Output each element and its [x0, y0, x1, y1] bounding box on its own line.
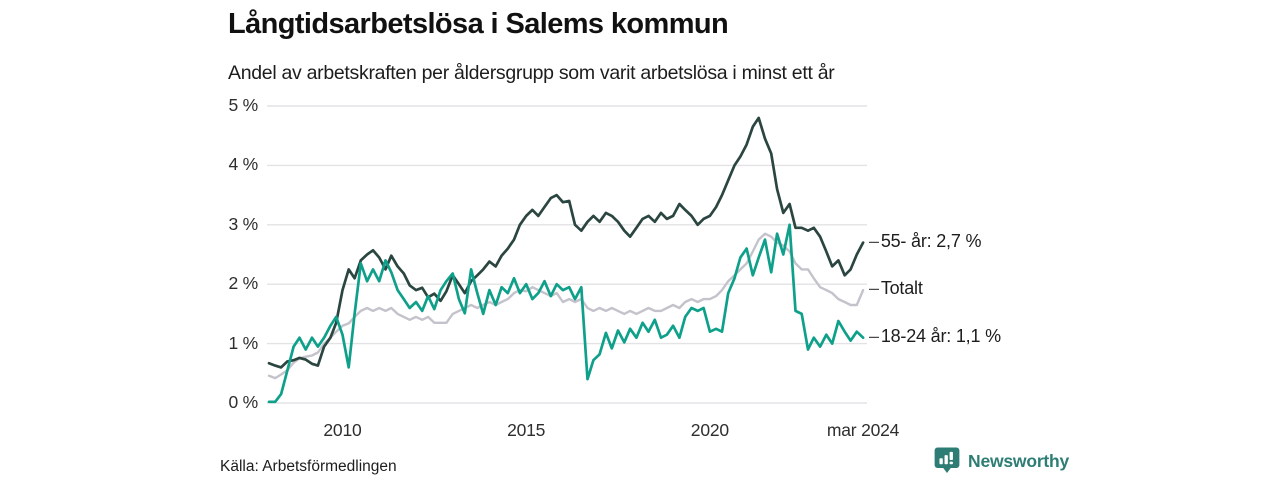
- y-tick-label-3: 3 %: [228, 213, 258, 234]
- series-end-label-55-r: –55- år: 2,7 %: [869, 231, 981, 252]
- end-label-text: 18-24 år: 1,1 %: [880, 325, 1001, 346]
- chart-title: Långtidsarbetslösa i Salems kommun: [228, 8, 729, 40]
- chart-subtitle: Andel av arbetskraften per åldersgrupp s…: [228, 62, 835, 84]
- end-label-text: Totalt: [880, 278, 923, 299]
- y-tick-label-4: 4 %: [228, 154, 258, 175]
- series-line-18-24-r: [267, 223, 865, 404]
- end-label-tick-dash: –: [869, 278, 879, 299]
- x-tick-label-2010: 2010: [323, 420, 362, 440]
- y-tick-label-5: 5 %: [228, 95, 258, 115]
- x-tick-label-2020: 2020: [690, 420, 729, 440]
- series-line-totalt: [267, 232, 865, 380]
- end-label-tick-dash: –: [869, 230, 879, 251]
- x-tick-label-2015: 2015: [507, 420, 546, 440]
- y-tick-label-0: 0 %: [228, 392, 258, 412]
- series-end-label-totalt: – Totalt: [869, 278, 923, 299]
- series-line-55-r: [267, 116, 865, 369]
- y-tick-label-2: 2 %: [228, 273, 258, 294]
- x-tick-label-mar-2024: mar 2024: [826, 420, 900, 440]
- end-label-text: 55- år: 2,7 %: [880, 230, 982, 251]
- y-tick-label-1: 1 %: [228, 332, 258, 353]
- source-note: Källa: Arbetsförmedlingen: [220, 458, 397, 475]
- end-label-tick-dash: –: [869, 325, 879, 346]
- newsworthy-logo[interactable]: Newsworthy: [934, 447, 1069, 475]
- newsworthy-icon: [934, 447, 960, 473]
- newsworthy-wordmark: Newsworthy: [968, 450, 1070, 471]
- series-end-label-18-24-r: –18-24 år: 1,1 %: [869, 326, 1001, 347]
